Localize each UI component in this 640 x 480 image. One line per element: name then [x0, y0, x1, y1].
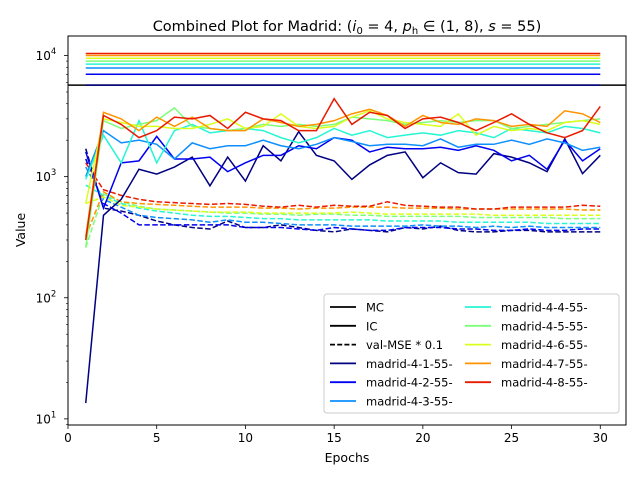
y-tick-label: 101 — [36, 410, 57, 426]
legend-label: madrid-4-7-55- — [501, 357, 588, 371]
series-line-3 — [85, 129, 601, 177]
legend-label: madrid-4-3-55- — [366, 395, 453, 409]
val-mse-line-3 — [85, 166, 601, 229]
legend-label: IC — [366, 319, 377, 333]
series-line-1 — [84, 130, 601, 404]
legend-label: madrid-4-1-55- — [366, 357, 453, 371]
legend-label: madrid-4-6-55- — [501, 338, 588, 352]
legend-label: MC — [366, 301, 384, 315]
legend-label: val-MSE * 0.1 — [366, 338, 443, 352]
y-axis-label: Value — [13, 213, 28, 248]
x-axis-label: Epochs — [325, 450, 370, 465]
legend-label: madrid-4-5-55- — [501, 319, 588, 333]
x-tick-label: 30 — [593, 431, 608, 445]
y-tick-label: 103 — [36, 168, 57, 184]
y-tick-label: 102 — [36, 289, 57, 305]
y-tick-label: 104 — [36, 47, 57, 63]
x-tick-label: 5 — [153, 431, 161, 445]
legend-label: madrid-4-8-55- — [501, 376, 588, 390]
val-mse-line-7 — [85, 190, 601, 237]
legend-box — [323, 293, 620, 414]
y-axis: 101 102 103 104 — [36, 47, 68, 426]
val-mse-line-8 — [85, 162, 601, 210]
series-line-5 — [84, 106, 601, 248]
val-mse-line-2 — [85, 158, 601, 232]
series-line-8 — [84, 97, 601, 241]
x-axis: 0 5 10 15 20 25 30 — [64, 425, 608, 445]
plot-frame — [67, 35, 627, 426]
val-mse-line-6 — [85, 196, 601, 217]
x-tick-label: 15 — [326, 431, 341, 445]
chart-title: Combined Plot for Madrid: (i0 = 4, ph ∈ … — [153, 19, 542, 37]
legend-label: madrid-4-2-55- — [366, 376, 453, 390]
x-tick-label: 20 — [415, 431, 430, 445]
x-tick-label: 25 — [504, 431, 519, 445]
val-mse-line-4 — [85, 184, 601, 225]
legend-label: madrid-4-4-55- — [501, 301, 588, 315]
series-line-7 — [84, 108, 601, 237]
legend: MC IC val-MSE * 0.1 madrid-4-1-55- madrid-4-… — [323, 293, 620, 414]
x-tick-label: 0 — [64, 431, 72, 445]
series-line-6 — [85, 109, 601, 204]
plot-area — [68, 52, 626, 404]
x-tick-label: 10 — [238, 431, 253, 445]
series-group — [68, 52, 626, 404]
